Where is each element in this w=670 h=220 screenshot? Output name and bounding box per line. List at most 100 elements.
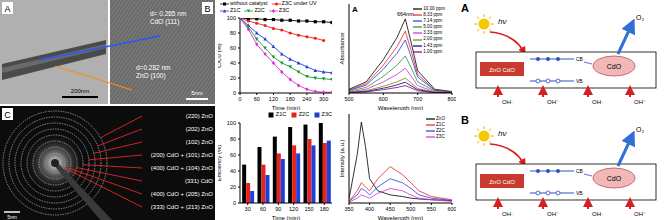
svg-text:60: 60 [254, 96, 260, 102]
svg-text:550: 550 [427, 206, 436, 212]
svg-text:30: 30 [245, 206, 251, 212]
svg-text:400: 400 [365, 206, 374, 212]
svg-text:CdO: CdO [607, 63, 622, 70]
html-text:1.00 ppm: 1.00 ppm [423, 48, 443, 54]
html-text:2.00 ppm: 2.00 ppm [423, 36, 443, 42]
svg-text:CdO (111): CdO (111) [150, 18, 179, 26]
svg-text:180: 180 [320, 206, 329, 212]
svg-text:450: 450 [386, 206, 395, 212]
svg-text:664nm: 664nm [397, 11, 414, 17]
svg-text:Time (min): Time (min) [272, 215, 300, 220]
svg-text:Wavelength (nm): Wavelength (nm) [378, 215, 423, 220]
svg-text:350: 350 [344, 206, 353, 212]
html-text:8.33 ppm: 8.33 ppm [423, 12, 443, 18]
html-text:Z1C: Z1C [436, 122, 445, 128]
svg-text:100: 100 [227, 15, 236, 21]
svg-text:20: 20 [230, 184, 236, 190]
html-text:3.33 ppm: 3.33 ppm [423, 30, 443, 36]
svg-text:(333) CdO + (213) ZnO: (333) CdO + (213) ZnO [151, 204, 214, 210]
svg-text:O₂: O₂ [636, 14, 644, 21]
svg-text:60: 60 [230, 45, 236, 51]
svg-text:80: 80 [230, 136, 236, 142]
svg-text:(400) CdO + (205) ZnO: (400) CdO + (205) ZnO [151, 191, 214, 197]
svg-text:OH·: OH· [502, 99, 513, 105]
svg-text:OH⁻: OH⁻ [634, 211, 646, 217]
svg-text:600: 600 [379, 96, 388, 102]
svg-text:d=0.282 nm: d=0.282 nm [136, 64, 171, 71]
html-text:5.00 ppm: 5.00 ppm [423, 24, 443, 30]
svg-text:OH·: OH· [502, 211, 513, 217]
svg-text:40: 40 [230, 60, 236, 66]
html-text:without catalyst: without catalyst [230, 0, 268, 6]
html-text:1.43 ppm: 1.43 ppm [423, 42, 443, 48]
svg-text:Time (min): Time (min) [272, 105, 300, 110]
svg-text:150: 150 [304, 206, 313, 212]
svg-text:200nm: 200nm [71, 88, 89, 94]
svg-text:80: 80 [230, 30, 236, 36]
svg-text:0: 0 [238, 96, 241, 102]
svg-text:CB: CB [576, 56, 584, 62]
svg-text:(200) CdO + (101) ZnO: (200) CdO + (101) ZnO [151, 152, 214, 158]
svg-text:A: A [8, 4, 11, 14]
svg-text:B: B [461, 114, 469, 126]
html-text:7.14 ppm: 7.14 ppm [423, 18, 443, 24]
svg-text:OH⁻: OH⁻ [547, 99, 559, 105]
svg-text:500: 500 [406, 206, 415, 212]
svg-text:hν: hν [498, 129, 506, 138]
svg-text:(202) ZnO: (202) ZnO [186, 126, 214, 132]
svg-text:600: 600 [447, 206, 456, 212]
svg-text:VB: VB [576, 78, 583, 84]
svg-text:CB: CB [576, 168, 584, 174]
svg-text:0: 0 [233, 200, 236, 206]
html-text:Z2C: Z2C [298, 111, 310, 117]
svg-text:VB: VB [576, 190, 583, 196]
svg-text:OH⁻: OH⁻ [634, 99, 646, 105]
svg-text:ZnO CdO: ZnO CdO [489, 67, 515, 73]
svg-text:OH·: OH· [592, 211, 603, 217]
svg-text:C/C0 (%): C/C0 (%) [218, 43, 222, 68]
html-text:Z1C: Z1C [230, 7, 241, 13]
svg-text:hν: hν [498, 17, 506, 26]
svg-text:120: 120 [269, 96, 278, 102]
svg-text:CdO: CdO [607, 175, 622, 182]
svg-text:60: 60 [230, 152, 236, 158]
svg-text:180: 180 [286, 96, 295, 102]
svg-text:Wavelength (nm): Wavelength (nm) [378, 105, 423, 110]
svg-text:(331) CdO: (331) CdO [185, 178, 213, 184]
svg-text:A: A [461, 2, 469, 14]
svg-text:ZnO (100): ZnO (100) [136, 72, 166, 80]
svg-text:90: 90 [275, 206, 281, 212]
html-text:Z3C: Z3C [321, 111, 332, 117]
svg-text:120: 120 [289, 206, 298, 212]
svg-text:OH⁻: OH⁻ [547, 211, 559, 217]
svg-text:500: 500 [344, 96, 353, 102]
html-text:Z3C: Z3C [278, 7, 290, 13]
svg-text:0: 0 [233, 90, 236, 96]
svg-text:Efficiency (%): Efficiency (%) [218, 145, 222, 182]
html-text:Z3C under UV: Z3C under UV [281, 0, 317, 6]
html-text:A: A [352, 5, 358, 14]
html-text:Z1C: Z1C [275, 111, 287, 117]
svg-text:OH·: OH· [592, 99, 603, 105]
svg-text:240: 240 [302, 96, 311, 102]
svg-text:Intensity (a.u.): Intensity (a.u.) [339, 139, 345, 177]
svg-text:800: 800 [447, 96, 456, 102]
svg-text:20: 20 [230, 75, 236, 81]
svg-text:d= 0.265 nm: d= 0.265 nm [150, 10, 186, 17]
svg-text:(400) CdO + (104) ZnO: (400) CdO + (104) ZnO [151, 165, 214, 171]
svg-text:B: B [204, 4, 210, 14]
svg-text:C: C [8, 110, 11, 120]
svg-text:40: 40 [230, 168, 236, 174]
svg-text:60: 60 [260, 206, 266, 212]
svg-text:ZnO CdO: ZnO CdO [489, 179, 515, 185]
svg-text:O₂: O₂ [636, 126, 644, 133]
svg-text:100: 100 [227, 120, 236, 126]
svg-text:Absorbance: Absorbance [339, 32, 345, 65]
html-text:Z2C: Z2C [254, 7, 265, 13]
svg-text:(220) ZnO: (220) ZnO [186, 113, 214, 119]
svg-text:5nm: 5nm [8, 214, 17, 220]
svg-text:(102) ZnO: (102) ZnO [186, 139, 214, 145]
svg-text:700: 700 [413, 96, 422, 102]
svg-text:300: 300 [319, 96, 328, 102]
svg-text:5nm: 5nm [191, 90, 203, 96]
